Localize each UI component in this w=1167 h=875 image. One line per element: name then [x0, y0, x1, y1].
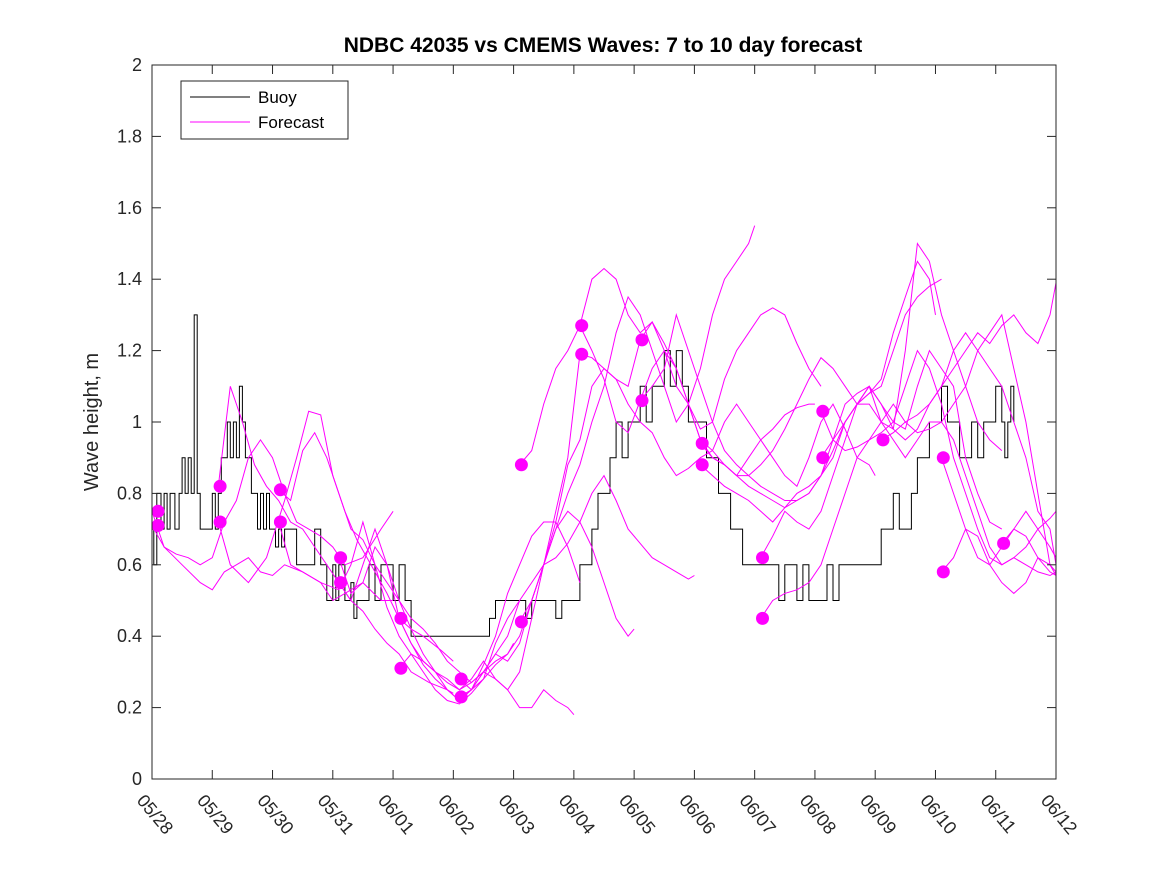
forecast-start-marker	[635, 394, 649, 408]
y-tick-label: 1.2	[117, 341, 142, 361]
x-tick-label: 06/10	[916, 791, 960, 838]
forecast-series-line-25	[941, 528, 1056, 595]
forecast-series-line-16	[639, 278, 942, 501]
forecast-start-marker	[997, 536, 1011, 550]
y-tick-label: 0	[132, 769, 142, 789]
forecast-series-line-12	[459, 367, 815, 698]
buoy-series-line	[152, 314, 1015, 637]
forecast-series-line-17	[700, 349, 1003, 530]
forecast-series-line-3	[217, 386, 454, 694]
forecast-start-marker	[273, 483, 287, 497]
forecast-start-marker	[273, 515, 287, 529]
x-tick-label: 06/09	[856, 791, 900, 838]
x-tick-label: 06/06	[675, 791, 719, 838]
x-tick-label: 05/30	[253, 791, 297, 838]
y-tick-label: 2	[132, 55, 142, 75]
forecast-start-marker	[876, 433, 890, 447]
x-tick-label: 06/01	[374, 791, 418, 838]
forecast-start-marker	[695, 436, 709, 450]
legend-forecast-label: Forecast	[258, 113, 324, 132]
chart-title: NDBC 42035 vs CMEMS Waves: 7 to 10 day f…	[344, 34, 863, 57]
forecast-start-marker	[514, 458, 528, 472]
x-tick-label: 06/11	[977, 791, 1020, 837]
legend-box	[180, 80, 349, 140]
forecast-start-marker	[334, 576, 348, 590]
forecast-series-line-23	[880, 282, 1056, 441]
forecast-start-marker	[213, 479, 227, 493]
y-tick-label: 1	[132, 412, 142, 432]
forecast-series-line-21	[820, 349, 1056, 566]
forecast-start-marker	[454, 690, 468, 704]
axes: 0 0.2 0.4 0.6 0.8 1 1.2 1.4 1.6 1.8 2 05/28 05/29 05/…	[117, 55, 1081, 838]
forecast-start-marker	[695, 458, 709, 472]
forecast-series-line-18	[700, 242, 1003, 523]
x-tick-label: 05/29	[193, 791, 237, 838]
x-tick-label: 06/05	[615, 791, 659, 838]
forecast-start-marker	[756, 611, 769, 625]
x-tick-label: 05/28	[133, 791, 177, 838]
y-tick-label: 0.2	[117, 698, 142, 718]
forecast-start-marker	[152, 519, 165, 532]
forecast-start-marker	[575, 319, 589, 333]
legend: Buoy Forecast	[180, 80, 349, 140]
forecast-series-line-5	[278, 431, 515, 684]
legend-buoy-label: Buoy	[258, 88, 297, 107]
forecast-series-line-26	[1001, 510, 1056, 558]
forecast-start-marker	[756, 551, 769, 565]
y-tick-label: 1.4	[117, 269, 142, 289]
forecast-series-line-10	[398, 474, 695, 691]
forecast-start-marker	[454, 672, 468, 686]
y-tick-label: 0.8	[117, 483, 142, 503]
forecast-start-marker	[334, 551, 348, 565]
x-tick-label: 06/02	[434, 791, 478, 838]
forecast-start-marker	[514, 615, 528, 629]
x-tick-label: 05/31	[314, 791, 358, 838]
forecast-start-marker	[394, 611, 408, 625]
y-tick-label: 0.4	[117, 626, 142, 646]
x-tick-label: 06/08	[796, 791, 840, 838]
forecast-start-marker	[816, 451, 830, 465]
forecast-series-line-22	[820, 385, 1056, 577]
forecast-series-line-1	[152, 525, 394, 602]
forecast-start-marker	[213, 515, 227, 529]
forecast-start-marker	[936, 565, 950, 579]
forecast-start-marker	[152, 504, 165, 518]
forecast-start-marker	[816, 404, 830, 418]
forecast-series-line-20	[760, 313, 1056, 619]
forecast-start-marker	[394, 661, 408, 675]
x-tick-label: 06/03	[495, 791, 539, 838]
y-axis-label: Wave height, m	[81, 353, 103, 491]
plot-area	[152, 225, 1056, 716]
forecast-series-line-11	[459, 225, 756, 691]
forecast-series-line-4	[217, 410, 454, 662]
x-tick-label: 06/07	[736, 791, 780, 838]
forecast-start-marker	[635, 333, 649, 347]
y-tick-label: 1.6	[117, 198, 142, 218]
forecast-start-marker	[575, 347, 589, 361]
forecast-series-line-13	[519, 267, 822, 466]
y-tick-label: 0.6	[117, 555, 142, 575]
x-tick-label: 06/04	[555, 791, 599, 838]
forecast-series-line-19	[760, 331, 1056, 565]
y-tick-label: 1.8	[117, 126, 142, 146]
x-tick-label: 06/12	[1037, 791, 1081, 838]
forecast-series-line-9	[398, 510, 635, 691]
forecast-start-marker	[936, 451, 950, 465]
